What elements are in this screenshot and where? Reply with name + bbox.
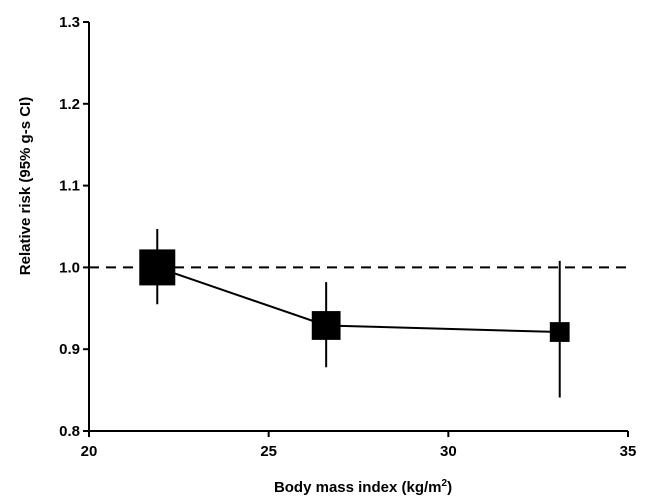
tick-layer: 0.8 0.9 1.0 1.1 1.2 1.3 20 25 30 35 bbox=[59, 14, 636, 460]
axes-layer bbox=[88, 22, 628, 432]
y-axis-title: Relative risk (95% g-s CI) bbox=[17, 97, 34, 275]
y-tick-label: 0.9 bbox=[59, 341, 80, 358]
x-axis-title-superscript: 2 bbox=[442, 478, 448, 489]
x-tick-label: 20 bbox=[81, 443, 98, 460]
x-axis-title: Body mass index (kg/m2) bbox=[274, 478, 452, 496]
data-point bbox=[549, 322, 570, 342]
x-tick-label: 30 bbox=[440, 443, 457, 460]
y-tick-label: 1.3 bbox=[59, 14, 80, 31]
x-tick-label: 35 bbox=[620, 443, 637, 460]
data-point bbox=[311, 311, 341, 340]
series-line bbox=[156, 266, 560, 334]
y-tick-label: 1.1 bbox=[59, 178, 80, 195]
y-tick-label: 0.8 bbox=[59, 423, 80, 440]
series-layer bbox=[139, 228, 570, 398]
data-point bbox=[139, 249, 176, 286]
x-axis-title-close: ) bbox=[447, 479, 452, 496]
x-tick-label: 25 bbox=[260, 443, 277, 460]
y-tick-label: 1.0 bbox=[59, 259, 80, 276]
y-tick-label: 1.2 bbox=[59, 96, 80, 113]
